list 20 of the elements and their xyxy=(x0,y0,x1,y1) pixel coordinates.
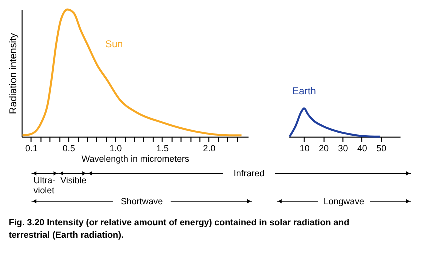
x-tick-label: 10 xyxy=(300,143,310,154)
text: Ultra-violet xyxy=(34,176,56,196)
x-tick-label: 1.5 xyxy=(156,143,169,154)
series-label: Sun xyxy=(105,40,124,51)
x-tick-label: 0.1 xyxy=(26,143,38,154)
x-tick-label: 50 xyxy=(376,143,387,154)
text: Longwave xyxy=(324,196,365,206)
x-axis-title: Wavelength in micrometers xyxy=(82,154,190,164)
x-tick-label: 40 xyxy=(357,143,368,154)
caption: Fig. 3.20 Intensity (or relative amount of energy) contained in solar radiation and terrestrial (Earth radiation). xyxy=(8,217,350,240)
text: Shortwave xyxy=(120,196,164,206)
x-tick-label: 2.0 xyxy=(203,143,216,154)
x-tick-label: 30 xyxy=(338,143,348,154)
y-axis-title: Radiation intensity xyxy=(8,33,20,114)
series-label: Earth xyxy=(292,86,316,98)
x-tick-label: 20 xyxy=(319,143,330,154)
text: Visible xyxy=(60,176,87,186)
x-tick-label: 0.5 xyxy=(62,143,76,154)
x-tick-label: 1.0 xyxy=(110,143,122,154)
text: Infrared xyxy=(234,168,265,179)
